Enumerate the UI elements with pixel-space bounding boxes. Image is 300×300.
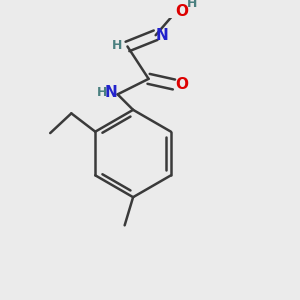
Text: O: O: [175, 4, 188, 19]
Text: H: H: [97, 86, 108, 99]
Text: N: N: [105, 85, 118, 100]
Text: H: H: [187, 0, 197, 11]
Text: O: O: [175, 77, 188, 92]
Text: H: H: [112, 39, 122, 52]
Text: N: N: [155, 28, 168, 43]
